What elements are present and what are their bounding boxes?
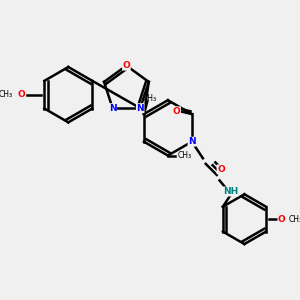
Text: O: O: [278, 215, 286, 224]
Text: CH₃: CH₃: [0, 90, 13, 99]
Text: N: N: [188, 137, 196, 146]
Text: O: O: [173, 107, 181, 116]
Text: N: N: [136, 104, 144, 113]
Text: O: O: [217, 165, 225, 174]
Text: O: O: [122, 61, 130, 70]
Text: CH₃: CH₃: [142, 94, 157, 103]
Text: NH: NH: [223, 187, 238, 196]
Text: CH₃: CH₃: [177, 151, 192, 160]
Text: O: O: [17, 90, 25, 99]
Text: CH₃: CH₃: [289, 215, 300, 224]
Text: N: N: [109, 104, 116, 113]
